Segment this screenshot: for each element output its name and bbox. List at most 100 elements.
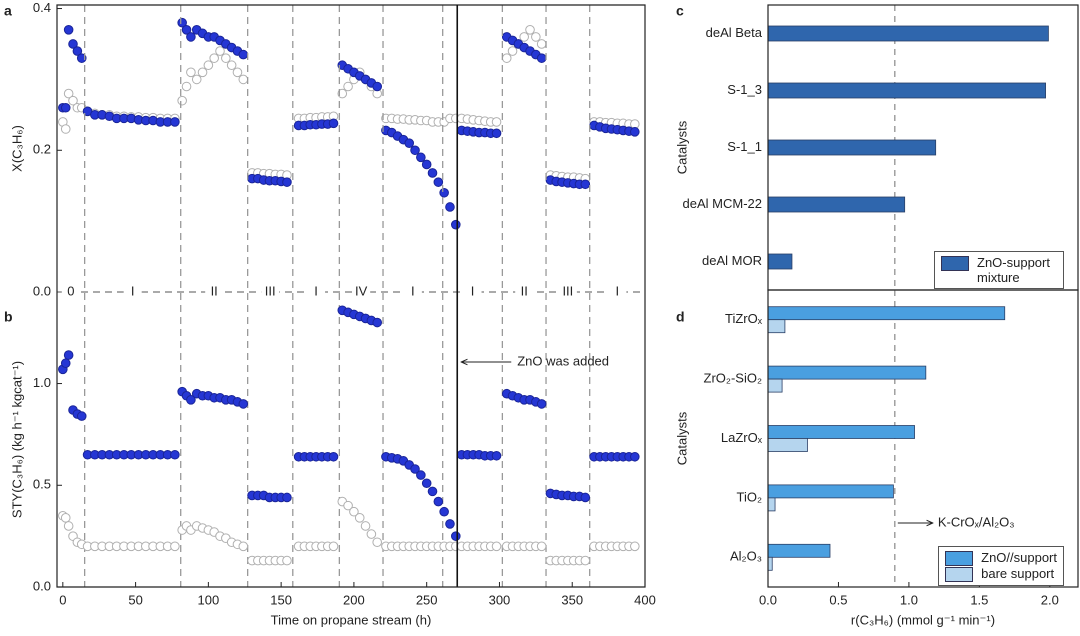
period-label-bg bbox=[463, 284, 482, 300]
data-point bbox=[60, 358, 71, 369]
data-point bbox=[170, 449, 180, 460]
category-label: deAl MCM-22 bbox=[683, 196, 762, 211]
data-point bbox=[63, 350, 74, 360]
data-point bbox=[203, 60, 214, 71]
data-point bbox=[170, 117, 180, 127]
data-point bbox=[630, 451, 640, 462]
x-tick-label: 0.5 bbox=[829, 592, 847, 607]
data-point bbox=[186, 32, 196, 42]
legend: ZnO//support bare support bbox=[938, 546, 1064, 586]
data-point bbox=[238, 399, 249, 409]
x-tick-label: 300 bbox=[489, 592, 511, 607]
data-point bbox=[177, 95, 187, 106]
data-point bbox=[531, 32, 541, 42]
category-label: ZrO₂-SiO₂ bbox=[704, 371, 762, 386]
x-tick-label: 50 bbox=[128, 592, 142, 607]
y-tick-label: 0.0 bbox=[33, 578, 51, 593]
data-point bbox=[525, 25, 535, 35]
legend-label: ZnO-support mixture bbox=[977, 255, 1050, 285]
data-point bbox=[536, 541, 547, 552]
x-axis-label: r(C₃H₆) (mmol g⁻¹ min⁻¹) bbox=[851, 612, 995, 627]
data-point bbox=[328, 451, 339, 462]
bar bbox=[767, 365, 927, 380]
period-label: I bbox=[471, 283, 475, 298]
data-point bbox=[238, 541, 249, 552]
data-point bbox=[282, 177, 292, 187]
x-tick-label: 0.0 bbox=[759, 592, 777, 607]
data-point bbox=[238, 74, 249, 85]
data-point bbox=[372, 81, 382, 92]
period-label-bg bbox=[608, 284, 627, 300]
bar bbox=[767, 497, 776, 512]
annotation-text: ZnO was added bbox=[517, 353, 609, 368]
data-point bbox=[536, 53, 547, 63]
data-point bbox=[366, 529, 377, 539]
data-point bbox=[445, 519, 455, 529]
data-point bbox=[416, 470, 426, 480]
data-point bbox=[60, 124, 71, 134]
data-point bbox=[181, 25, 192, 35]
y-tick-label: 0.4 bbox=[33, 0, 51, 15]
data-point bbox=[63, 25, 74, 35]
legend-swatch bbox=[945, 551, 974, 566]
data-point bbox=[177, 17, 187, 28]
category-label: deAl MOR bbox=[702, 253, 762, 268]
data-point bbox=[76, 53, 87, 63]
y-axis-label: Catalysts bbox=[674, 120, 689, 174]
period-label-bg bbox=[558, 284, 577, 300]
legend-label: ZnO//support bbox=[981, 550, 1057, 565]
data-point bbox=[410, 464, 420, 474]
x-tick-label: 250 bbox=[416, 592, 438, 607]
bar bbox=[767, 82, 1046, 99]
data-point bbox=[630, 127, 640, 137]
data-point bbox=[372, 537, 382, 548]
data-point bbox=[519, 32, 529, 42]
data-point bbox=[507, 46, 518, 56]
data-point bbox=[439, 506, 449, 517]
category-label: TiZrOₓ bbox=[725, 311, 763, 326]
data-point bbox=[372, 317, 382, 328]
data-point bbox=[181, 81, 192, 92]
y-tick-label: 0.2 bbox=[33, 142, 51, 157]
bar bbox=[767, 425, 915, 439]
data-point bbox=[360, 521, 371, 531]
data-point bbox=[282, 492, 292, 503]
data-point bbox=[536, 399, 547, 409]
data-point bbox=[60, 513, 71, 523]
data-point bbox=[191, 74, 202, 85]
data-point bbox=[186, 395, 196, 405]
data-point bbox=[63, 88, 74, 99]
data-point bbox=[580, 555, 591, 566]
y-axis-label: STY(C₃H₆) (kg h⁻¹ kgcat⁻¹) bbox=[9, 361, 24, 518]
data-point bbox=[450, 219, 461, 230]
bar bbox=[767, 196, 906, 213]
data-point bbox=[337, 88, 348, 99]
data-point bbox=[63, 521, 74, 531]
data-point bbox=[536, 39, 547, 49]
legend-item: bare support bbox=[945, 566, 1057, 582]
data-point bbox=[416, 152, 426, 163]
data-point bbox=[328, 541, 339, 552]
period-label: III bbox=[562, 283, 573, 298]
data-point bbox=[170, 541, 180, 552]
data-point bbox=[68, 39, 78, 49]
data-point bbox=[450, 531, 461, 541]
period-label-bg bbox=[205, 284, 224, 300]
x-tick-label: 2.0 bbox=[1041, 592, 1059, 607]
category-label: deAl Beta bbox=[706, 25, 763, 40]
data-point bbox=[421, 159, 432, 170]
x-tick-label: 150 bbox=[270, 592, 292, 607]
period-label-bg bbox=[307, 284, 326, 300]
data-point bbox=[232, 67, 243, 78]
data-point bbox=[343, 81, 353, 92]
bar bbox=[767, 438, 808, 452]
data-point bbox=[427, 486, 438, 497]
period-label: II bbox=[521, 283, 528, 298]
data-point bbox=[343, 500, 353, 511]
bar bbox=[767, 253, 793, 270]
data-point bbox=[238, 49, 249, 60]
data-point bbox=[209, 53, 219, 63]
x-tick-label: 200 bbox=[343, 592, 365, 607]
